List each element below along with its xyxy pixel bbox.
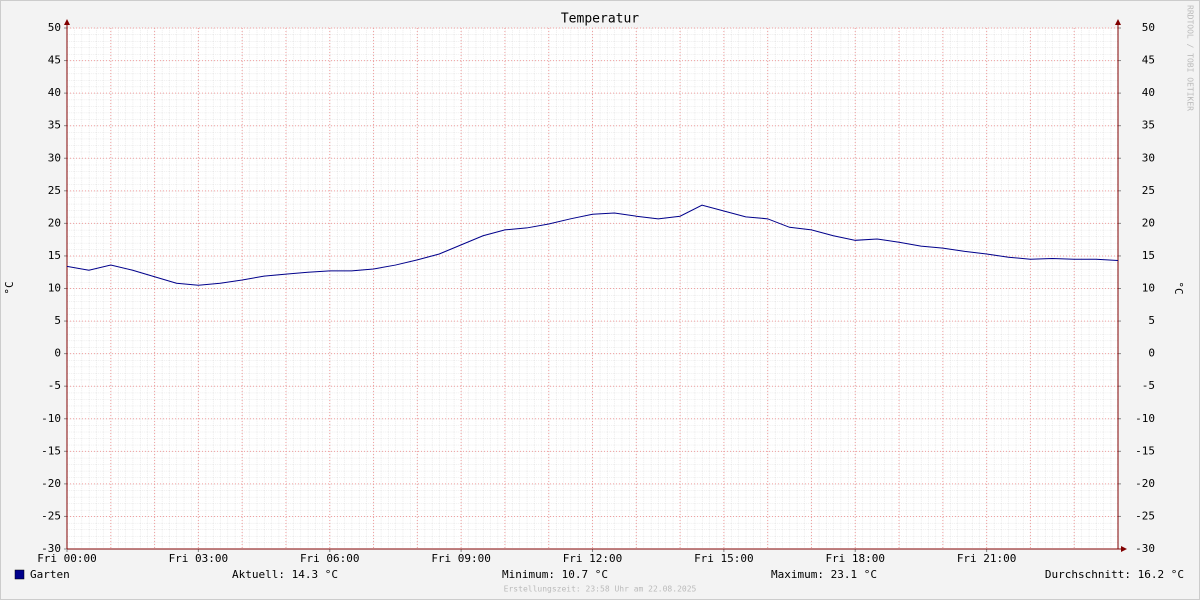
y2-tick-label: 50 bbox=[1142, 21, 1155, 34]
y2-tick-label: 45 bbox=[1142, 54, 1155, 67]
y2-tick-label: -30 bbox=[1135, 542, 1155, 555]
x-tick-label: Fri 09:00 bbox=[431, 552, 491, 565]
series-line bbox=[66, 204, 1119, 286]
y-tick-label: 15 bbox=[48, 249, 61, 262]
y-tick-label: -25 bbox=[41, 509, 61, 522]
legend-stat: Aktuell: 14.3 °C bbox=[232, 568, 338, 581]
legend-stat: Maximum: 23.1 °C bbox=[771, 568, 877, 581]
y-tick-label: -20 bbox=[41, 477, 61, 490]
y-tick-label: 5 bbox=[54, 314, 61, 327]
y-tick-label: 35 bbox=[48, 119, 61, 132]
footer: Erstellungszeit: 23:58 Uhr am 22.08.2025 bbox=[504, 585, 697, 594]
y2-tick-label: -10 bbox=[1135, 412, 1155, 425]
y-tick-label: -5 bbox=[48, 379, 61, 392]
y2-tick-label: -20 bbox=[1135, 477, 1155, 490]
y2-axis-label: °C bbox=[1172, 281, 1185, 294]
y2-tick-label: 35 bbox=[1142, 119, 1155, 132]
y-tick-label: 0 bbox=[54, 347, 61, 360]
y-tick-label: 25 bbox=[48, 184, 61, 197]
y-tick-label: 20 bbox=[48, 216, 61, 229]
x-tick-label: Fri 21:00 bbox=[957, 552, 1017, 565]
y2-tick-label: 20 bbox=[1142, 216, 1155, 229]
arrow bbox=[1121, 546, 1127, 552]
y2-tick-label: 10 bbox=[1142, 282, 1155, 295]
x-tick-label: Fri 12:00 bbox=[563, 552, 623, 565]
x-tick-label: Fri 15:00 bbox=[694, 552, 754, 565]
x-tick-label: Fri 00:00 bbox=[37, 552, 97, 565]
y2-tick-label: 15 bbox=[1142, 249, 1155, 262]
y2-tick-label: 0 bbox=[1148, 347, 1155, 360]
y-tick-label: -30 bbox=[41, 542, 61, 555]
y-tick-label: 40 bbox=[48, 86, 61, 99]
legend-stat: Minimum: 10.7 °C bbox=[502, 568, 608, 581]
y-tick-label: 45 bbox=[48, 54, 61, 67]
y-tick-label: 30 bbox=[48, 151, 61, 164]
x-tick-label: Fri 06:00 bbox=[300, 552, 360, 565]
y2-tick-label: -15 bbox=[1135, 444, 1155, 457]
legend-label: Garten bbox=[30, 568, 70, 581]
legend-stat: Durchschnitt: 16.2 °C bbox=[1045, 568, 1184, 581]
x-tick-label: Fri 18:00 bbox=[825, 552, 885, 565]
y2-tick-label: 40 bbox=[1142, 86, 1155, 99]
y-tick-label: 10 bbox=[48, 282, 61, 295]
y-tick-label: 50 bbox=[48, 21, 61, 34]
x-tick-label: Fri 03:00 bbox=[169, 552, 229, 565]
y-axis-label: °C bbox=[3, 281, 16, 294]
legend-swatch bbox=[14, 569, 25, 580]
y2-tick-label: 30 bbox=[1142, 151, 1155, 164]
watermark: RRDTOOL / TOBI OETIKER bbox=[1186, 5, 1195, 111]
arrow bbox=[64, 19, 70, 25]
y-tick-label: -10 bbox=[41, 412, 61, 425]
y2-tick-label: 5 bbox=[1148, 314, 1155, 327]
y2-tick-label: -5 bbox=[1142, 379, 1155, 392]
y2-tick-label: -25 bbox=[1135, 509, 1155, 522]
arrow bbox=[1115, 19, 1121, 25]
y2-tick-label: 25 bbox=[1142, 184, 1155, 197]
y-tick-label: -15 bbox=[41, 444, 61, 457]
chart-title: Temperatur bbox=[561, 12, 639, 27]
